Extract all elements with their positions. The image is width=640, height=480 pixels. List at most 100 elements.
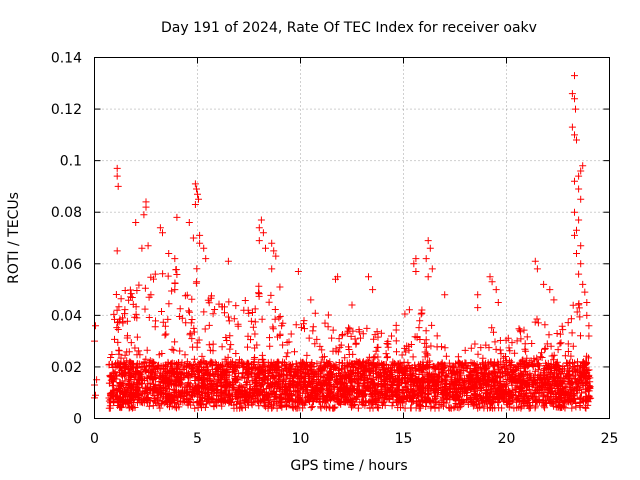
y-tick-label: 0.14 <box>51 51 82 67</box>
data-point <box>257 216 265 224</box>
data-point <box>196 239 204 247</box>
data-point <box>577 260 585 268</box>
data-point <box>272 252 280 260</box>
x-tick-label: 5 <box>193 431 202 447</box>
data-point <box>410 260 418 268</box>
x-tick-label: 20 <box>498 431 516 447</box>
data-point <box>202 255 210 263</box>
data-point <box>579 280 587 288</box>
data-point <box>422 255 430 263</box>
data-point <box>412 268 420 275</box>
data-point <box>173 213 181 221</box>
data-point <box>573 250 580 257</box>
y-tick-label: 0.08 <box>51 205 82 221</box>
data-point <box>268 265 276 273</box>
data-point <box>270 247 278 255</box>
data-point <box>132 219 140 226</box>
x-tick-label: 0 <box>90 431 99 447</box>
data-point <box>428 265 436 273</box>
y-tick-label: 0.02 <box>51 360 82 376</box>
x-axis-label: GPS time / hours <box>290 458 407 474</box>
data-point <box>113 247 121 255</box>
y-tick-label: 0 <box>73 412 82 428</box>
data-point <box>533 265 541 273</box>
data-point <box>571 231 578 239</box>
data-point <box>195 195 202 203</box>
data-point <box>577 167 585 175</box>
data-point <box>575 185 583 193</box>
data-point <box>573 226 580 234</box>
data-point <box>189 234 197 242</box>
data-point <box>113 172 121 180</box>
data-point <box>571 131 578 139</box>
data-point <box>575 172 583 180</box>
data-point <box>200 244 208 252</box>
data-point <box>114 182 122 190</box>
x-tick-label: 25 <box>601 431 619 447</box>
data-point <box>575 270 583 278</box>
data-point <box>441 291 449 299</box>
data-point <box>142 203 150 211</box>
chart-title: Day 191 of 2024, Rate Of TEC Index for r… <box>161 20 537 36</box>
data-point <box>572 105 579 113</box>
x-tick-label: 15 <box>395 431 413 447</box>
data-point <box>113 164 121 172</box>
data-point <box>185 219 193 226</box>
data-point <box>224 257 232 265</box>
x-tick-label: 10 <box>292 431 310 447</box>
data-point <box>585 332 593 340</box>
data-point <box>144 242 152 250</box>
data-point <box>369 286 377 294</box>
data-point <box>579 162 587 170</box>
data-point <box>474 291 482 299</box>
y-tick-label: 0.04 <box>51 308 82 324</box>
data-point <box>259 229 267 237</box>
data-point <box>486 273 494 281</box>
points-layer <box>91 72 595 412</box>
data-point <box>276 283 284 291</box>
data-point <box>365 273 372 281</box>
y-tick-label: 0.1 <box>60 154 82 170</box>
data-point <box>585 322 593 330</box>
data-point <box>568 90 576 98</box>
data-point <box>92 322 99 330</box>
data-point <box>334 273 342 281</box>
data-point <box>193 185 200 193</box>
data-point <box>191 201 199 208</box>
data-point <box>474 304 482 312</box>
data-point <box>171 286 179 294</box>
data-point <box>424 273 432 281</box>
data-point <box>412 255 420 263</box>
data-point <box>348 301 356 309</box>
data-point <box>268 239 276 247</box>
data-point <box>577 242 585 250</box>
data-point <box>531 257 539 265</box>
data-point <box>568 123 576 131</box>
data-point <box>307 296 315 304</box>
data-point-cloud <box>105 265 595 412</box>
tick-layer: 0 5 10 15 20 25 0 0.02 0.04 0.06 0.08 0.1 0.12 0.14 <box>51 51 619 448</box>
y-axis-label: ROTI / TECUs <box>6 192 22 284</box>
data-point <box>171 255 179 263</box>
data-point <box>571 72 578 80</box>
data-point <box>546 286 554 294</box>
data-point <box>294 268 302 275</box>
data-point <box>194 190 201 198</box>
data-point <box>492 286 500 294</box>
data-point <box>550 296 558 304</box>
data-point <box>573 136 580 144</box>
y-tick-label: 0.12 <box>51 102 82 118</box>
data-point <box>156 224 164 232</box>
data-point <box>191 180 199 188</box>
data-point <box>494 299 502 306</box>
data-point <box>583 299 591 306</box>
data-point <box>424 237 432 245</box>
data-point <box>540 280 548 288</box>
data-point <box>581 288 589 296</box>
data-point <box>571 177 578 185</box>
data-point <box>571 208 578 216</box>
data-point <box>165 250 173 257</box>
data-point <box>426 244 434 252</box>
data-point <box>140 211 148 219</box>
